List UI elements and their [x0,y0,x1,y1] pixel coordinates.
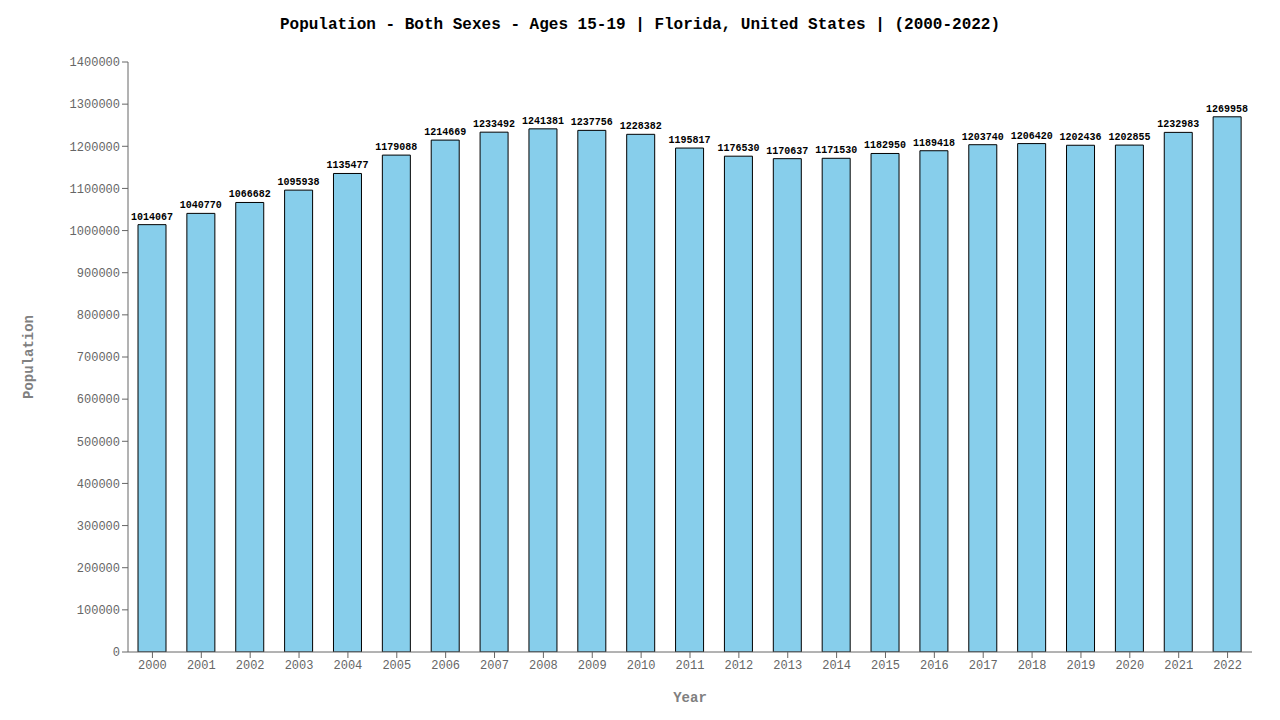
svg-text:1189418: 1189418 [913,138,955,149]
svg-text:2006: 2006 [431,659,460,673]
svg-text:1170637: 1170637 [766,146,808,157]
svg-text:2021: 2021 [1164,659,1193,673]
svg-text:2009: 2009 [578,659,607,673]
svg-text:400000: 400000 [77,478,120,492]
svg-text:1182950: 1182950 [864,140,906,151]
svg-text:2022: 2022 [1213,659,1242,673]
svg-text:100000: 100000 [77,604,120,618]
svg-text:2005: 2005 [382,659,411,673]
html-text:Population - Both Sexes - Ages: Population - Both Sexes - Ages 15-19 | F… [279,16,1001,34]
svg-text:1203740: 1203740 [962,132,1004,143]
svg-text:1000000: 1000000 [70,225,120,239]
svg-text:2007: 2007 [480,659,509,673]
svg-text:700000: 700000 [77,351,120,365]
svg-text:2017: 2017 [969,659,998,673]
svg-text:2018: 2018 [1018,659,1047,673]
svg-text:1241381: 1241381 [522,116,564,127]
svg-text:1300000: 1300000 [70,98,120,112]
svg-text:900000: 900000 [77,267,120,281]
svg-text:2003: 2003 [285,659,314,673]
svg-text:2008: 2008 [529,659,558,673]
svg-text:2012: 2012 [724,659,753,673]
svg-text:2002: 2002 [236,659,265,673]
svg-text:300000: 300000 [77,520,120,534]
svg-text:1095938: 1095938 [278,177,320,188]
svg-text:Year: Year [673,690,707,706]
svg-text:2004: 2004 [334,659,363,673]
svg-text:1233492: 1233492 [473,119,515,130]
svg-text:1171530: 1171530 [815,145,857,156]
svg-text:1040770: 1040770 [180,200,222,211]
svg-text:2014: 2014 [822,659,851,673]
svg-text:1014067: 1014067 [131,212,173,223]
svg-text:2019: 2019 [1067,659,1096,673]
svg-text:1237756: 1237756 [571,117,613,128]
svg-text:1202855: 1202855 [1108,132,1150,143]
svg-text:1232983: 1232983 [1157,119,1199,130]
svg-text:500000: 500000 [77,436,120,450]
svg-text:Population: Population [21,315,37,399]
svg-text:1400000: 1400000 [70,56,120,70]
svg-text:1269958: 1269958 [1206,104,1248,115]
svg-text:1195817: 1195817 [669,135,711,146]
svg-text:1100000: 1100000 [70,183,120,197]
svg-text:2011: 2011 [676,659,705,673]
svg-text:1214669: 1214669 [424,127,466,138]
svg-text:2013: 2013 [773,659,802,673]
svg-text:2015: 2015 [871,659,900,673]
svg-text:600000: 600000 [77,393,120,407]
svg-text:1135477: 1135477 [326,160,368,171]
svg-text:1176530: 1176530 [717,143,759,154]
svg-text:1228382: 1228382 [620,121,662,132]
svg-text:1066682: 1066682 [229,189,271,200]
svg-text:1202436: 1202436 [1060,132,1102,143]
svg-text:2010: 2010 [627,659,656,673]
svg-text:2020: 2020 [1115,659,1144,673]
svg-text:2000: 2000 [138,659,167,673]
svg-text:800000: 800000 [77,309,120,323]
svg-text:1200000: 1200000 [70,141,120,155]
svg-text:0: 0 [113,646,120,660]
svg-text:1179088: 1179088 [375,142,417,153]
svg-text:2001: 2001 [187,659,216,673]
svg-text:1206420: 1206420 [1011,131,1053,142]
svg-text:200000: 200000 [77,562,120,576]
svg-text:2016: 2016 [920,659,949,673]
